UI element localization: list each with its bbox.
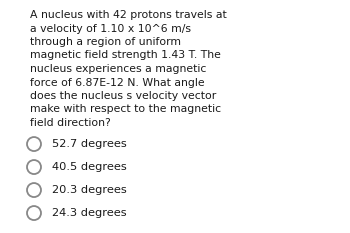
Text: 20.3 degrees: 20.3 degrees [52, 185, 127, 195]
Text: force of 6.87E-12 N. What angle: force of 6.87E-12 N. What angle [30, 78, 205, 88]
Text: field direction?: field direction? [30, 118, 111, 128]
Text: through a region of uniform: through a region of uniform [30, 37, 181, 47]
Text: a velocity of 1.10 x 10^6 m/s: a velocity of 1.10 x 10^6 m/s [30, 24, 191, 34]
Text: 24.3 degrees: 24.3 degrees [52, 208, 127, 218]
Text: does the nucleus s velocity vector: does the nucleus s velocity vector [30, 91, 216, 101]
Text: magnetic field strength 1.43 T. The: magnetic field strength 1.43 T. The [30, 51, 221, 61]
Text: A nucleus with 42 protons travels at: A nucleus with 42 protons travels at [30, 10, 227, 20]
Text: make with respect to the magnetic: make with respect to the magnetic [30, 104, 221, 114]
Text: 40.5 degrees: 40.5 degrees [52, 162, 127, 172]
Text: nucleus experiences a magnetic: nucleus experiences a magnetic [30, 64, 206, 74]
Text: 52.7 degrees: 52.7 degrees [52, 139, 127, 149]
